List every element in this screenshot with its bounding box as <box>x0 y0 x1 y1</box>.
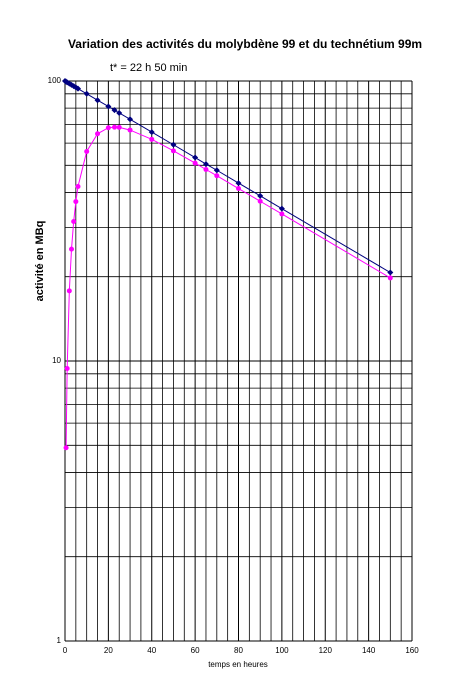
data-point <box>83 90 90 97</box>
data-point <box>75 85 82 92</box>
data-point <box>73 199 79 205</box>
data-point <box>64 366 70 372</box>
data-point <box>127 116 134 123</box>
x-tick-label: 20 <box>104 646 113 655</box>
data-point <box>213 167 220 174</box>
data-point <box>66 288 72 294</box>
data-point <box>111 107 118 114</box>
x-tick-label: 120 <box>319 646 333 655</box>
data-point <box>63 445 69 451</box>
y-tick-label: 10 <box>52 356 61 365</box>
y-axis-label: activité en MBq <box>34 221 46 302</box>
data-point <box>149 136 155 142</box>
data-point <box>192 154 199 161</box>
chart-title: Variation des activités du molybdène 99 … <box>68 37 422 51</box>
data-point <box>75 183 81 189</box>
data-point <box>116 124 122 130</box>
data-point <box>202 161 209 168</box>
data-point <box>127 127 133 133</box>
data-point <box>170 141 177 148</box>
data-point <box>105 103 112 110</box>
data-point <box>214 173 220 179</box>
series-line <box>65 126 391 448</box>
x-tick-label: 160 <box>405 646 419 655</box>
data-point <box>84 149 90 155</box>
annotation: t* = 22 h 50 min <box>110 62 187 74</box>
x-tick-label: 100 <box>275 646 289 655</box>
data-point <box>387 269 394 276</box>
data-point <box>116 109 123 116</box>
data-point <box>236 186 241 192</box>
y-tick-label: 100 <box>48 76 62 85</box>
data-point <box>235 180 242 187</box>
data-point <box>148 129 155 136</box>
x-tick-label: 80 <box>234 646 243 655</box>
data-point <box>94 97 101 104</box>
data-point <box>387 275 393 281</box>
data-point <box>105 125 111 131</box>
y-tick-label: 1 <box>57 636 62 645</box>
x-tick-label: 0 <box>63 646 68 655</box>
data-point <box>279 211 285 217</box>
data-point <box>257 192 264 199</box>
data-point <box>278 205 285 212</box>
x-tick-label: 40 <box>147 646 156 655</box>
x-tick-label: 60 <box>191 646 200 655</box>
data-point <box>112 124 118 130</box>
data-point <box>257 198 263 204</box>
x-axis-label: temps en heures <box>208 660 268 669</box>
x-tick-label: 140 <box>362 646 376 655</box>
data-point <box>170 148 176 154</box>
data-point <box>69 246 75 252</box>
data-point <box>203 166 209 172</box>
data-point <box>192 160 198 166</box>
data-point <box>95 131 101 137</box>
data-point <box>71 218 77 224</box>
